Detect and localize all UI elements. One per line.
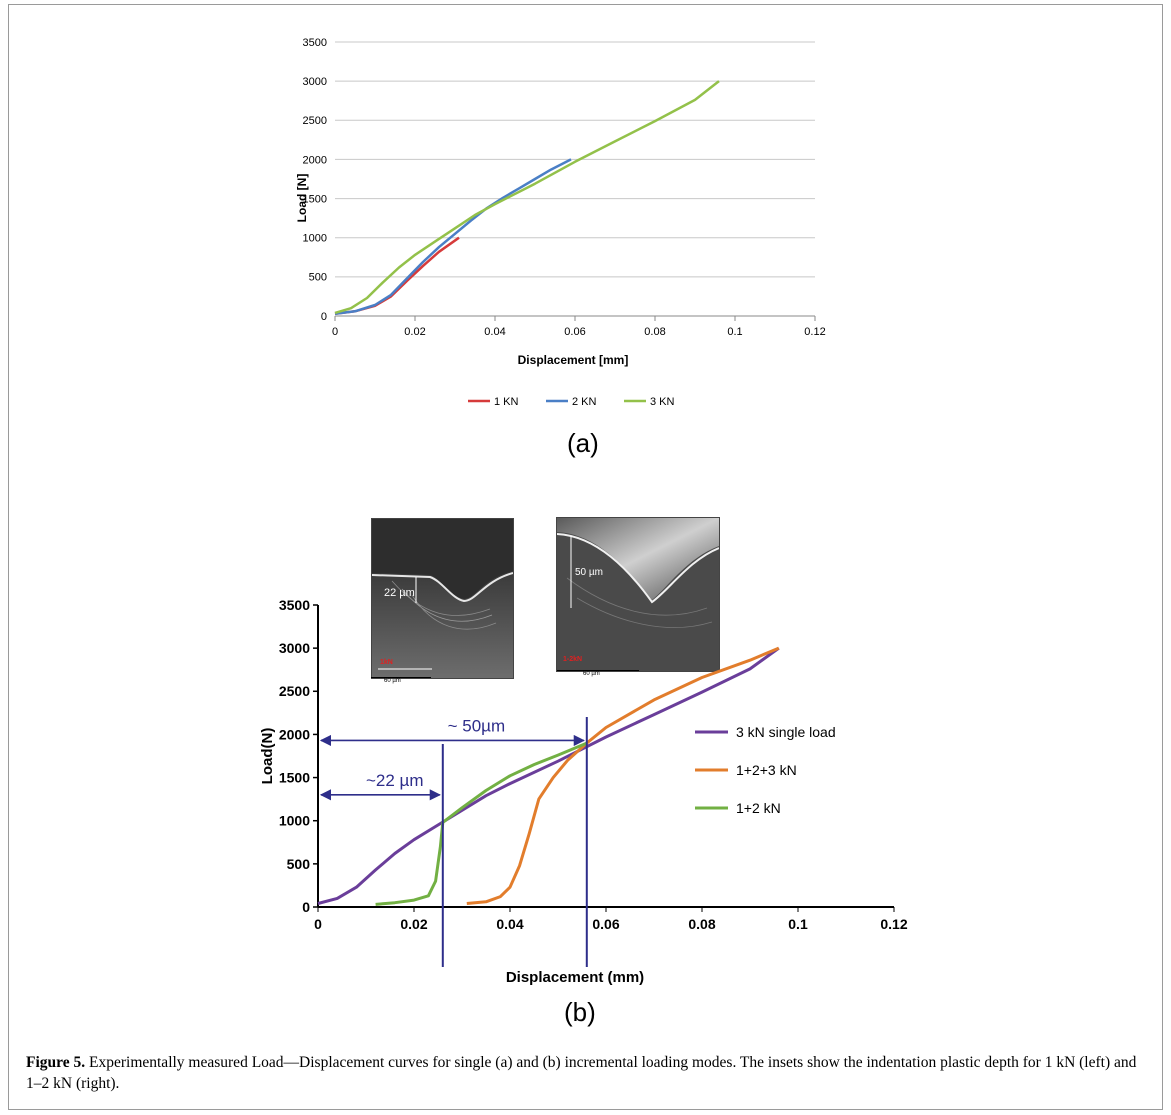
legend-label: 1+2 kN xyxy=(736,800,781,816)
figure-frame xyxy=(8,4,1163,1110)
chart-a-ylabel: Load [N] xyxy=(295,174,309,223)
inset-left-load: 1kN xyxy=(380,659,393,666)
x-tick-label: 0.08 xyxy=(644,326,665,338)
chart-a-grid xyxy=(335,41,815,317)
x-tick-label: 0.1 xyxy=(788,916,808,932)
chart-a: 0 500 1000 1500 2000 2500 3000 3500 0 0.02 0.04 0.0… xyxy=(295,37,826,408)
x-tick-label: 0.12 xyxy=(880,916,907,932)
caption-prefix: Figure 5. xyxy=(26,1054,86,1071)
x-tick-label: 0 xyxy=(332,326,338,338)
y-tick-label: 500 xyxy=(287,856,311,872)
chart-a-axes: 0 500 1000 1500 2000 2500 3000 3500 0 0.02 0.04 0.0… xyxy=(303,37,826,338)
chart-b-axes: 0 500 1000 1500 2000 2500 3000 3500 0 0.02 0.04 0.0… xyxy=(279,597,908,932)
x-tick-label: 0.06 xyxy=(564,326,585,338)
x-tick-label: 0.08 xyxy=(688,916,715,932)
series-line-3 xyxy=(334,80,720,315)
inset-left-micrograph: 22 µm 1kN xyxy=(371,518,514,679)
figure-caption: Figure 5. Experimentally measured Load—D… xyxy=(26,1052,1146,1094)
chart-a-legend: 1 KN 2 KN 3 KN xyxy=(468,396,675,408)
y-tick-label: 3000 xyxy=(279,640,310,656)
chart-b-ylabel: Load(N) xyxy=(259,728,276,785)
y-tick-label: 3000 xyxy=(303,76,327,88)
y-tick-label: 0 xyxy=(302,899,310,915)
y-tick-label: 3500 xyxy=(279,597,310,613)
series-line-3 xyxy=(375,741,588,906)
legend-label: 3 kN single load xyxy=(736,724,836,740)
inset-right-scale: 60 µm xyxy=(583,671,600,677)
y-tick-label: 0 xyxy=(321,311,327,323)
chart-b-annotations: ~22 µm ~ 50µm xyxy=(319,716,588,967)
inset-left-scalebar xyxy=(371,677,431,678)
legend-label: 2 KN xyxy=(572,396,597,408)
x-tick-label: 0.12 xyxy=(804,326,825,338)
chart-a-series xyxy=(334,80,720,315)
panel-a-label: (a) xyxy=(567,428,599,458)
inset-left-image: 22 µm 1kN xyxy=(372,519,513,678)
x-tick-label: 0 xyxy=(314,916,322,932)
inset-right-load: 1-2kN xyxy=(563,656,582,663)
y-tick-label: 2500 xyxy=(279,683,310,699)
y-tick-label: 3500 xyxy=(303,37,327,49)
x-tick-label: 0.04 xyxy=(484,326,505,338)
x-tick-label: 0.02 xyxy=(404,326,425,338)
series-line-2 xyxy=(334,158,572,315)
series-line-1 xyxy=(334,236,460,315)
inset-right-micrograph: 50 µm 1-2kN xyxy=(556,517,720,672)
inset-left-measure: 22 µm xyxy=(384,587,415,599)
chart-b: 0 500 1000 1500 2000 2500 3000 3500 0 0.02 0.04 0.0… xyxy=(259,597,908,986)
x-tick-label: 0.06 xyxy=(592,916,619,932)
legend-label: 1+2+3 kN xyxy=(736,762,797,778)
x-tick-label: 0.02 xyxy=(400,916,427,932)
caption-text: Experimentally measured Load—Displacemen… xyxy=(26,1054,1137,1092)
dimension-label: ~22 µm xyxy=(366,771,424,790)
y-tick-label: 2000 xyxy=(303,154,327,166)
series-line-2 xyxy=(466,646,780,905)
y-tick-label: 1500 xyxy=(303,193,327,205)
chart-b-legend: 3 kN single load 1+2+3 kN 1+2 kN xyxy=(695,724,836,816)
legend-label: 1 KN xyxy=(494,396,519,408)
inset-left-scale: 60 µm xyxy=(384,678,401,684)
y-tick-label: 1000 xyxy=(279,813,310,829)
y-tick-label: 2000 xyxy=(279,726,310,742)
y-tick-label: 2500 xyxy=(303,115,327,127)
series-line-1 xyxy=(317,646,780,905)
y-tick-label: 1000 xyxy=(303,233,327,245)
chart-b-xlabel: Displacement (mm) xyxy=(506,969,644,986)
chart-a-xlabel: Displacement [mm] xyxy=(518,353,629,367)
inset-right-scalebar xyxy=(557,670,639,671)
dimension-label: ~ 50µm xyxy=(448,716,506,735)
y-tick-label: 1500 xyxy=(279,769,310,785)
legend-label: 3 KN xyxy=(650,396,675,408)
x-tick-label: 0.04 xyxy=(496,916,523,932)
panel-b-label: (b) xyxy=(564,997,596,1027)
inset-right-image: 50 µm 1-2kN xyxy=(557,518,719,671)
inset-right-measure: 50 µm xyxy=(575,567,603,578)
y-tick-label: 500 xyxy=(309,272,327,284)
x-tick-label: 0.1 xyxy=(727,326,742,338)
